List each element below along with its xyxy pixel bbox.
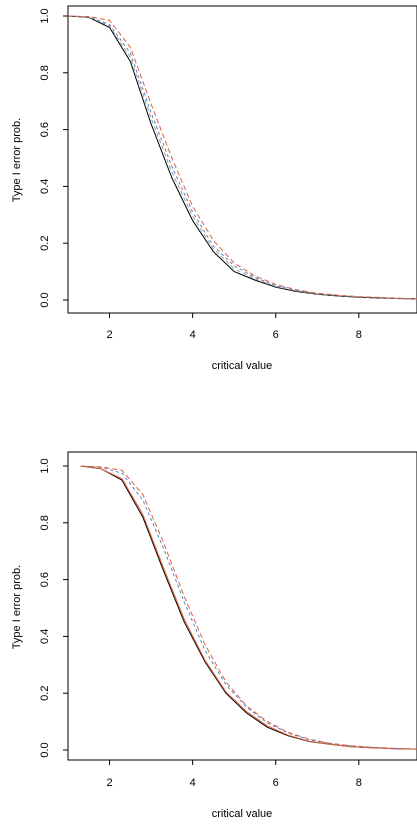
series-line-top-1	[67, 15, 417, 300]
chart-panel-bottom: 2 4 6 8 0.0 0.2 0.4 0.6 0.8 1.0 critical value T…	[11, 451, 417, 820]
x-axis-title-top: critical value	[212, 360, 273, 372]
series-line-top-2	[67, 15, 417, 300]
x-tick-label-top: 8	[356, 329, 362, 341]
chart-panel-top: 2 4 6 8 0.0 0.2 0.4 0.6 0.8 1.0 critical value T…	[11, 5, 417, 372]
series-line-top-4	[67, 15, 417, 300]
y-tick-label-bottom: 0.8	[39, 515, 51, 530]
y-tick-label-bottom: 0.0	[39, 742, 51, 757]
y-tick-label-top: 1.0	[39, 8, 51, 23]
plot-frame-bottom	[67, 451, 417, 761]
y-tick-label-top: 0.2	[39, 236, 51, 251]
y-tick-label-top: 0.4	[39, 179, 51, 194]
plot-frame-top	[67, 5, 417, 314]
y-tick-label-bottom: 1.0	[39, 458, 51, 473]
series-line-bottom-4	[80, 465, 417, 750]
y-tick-label-bottom: 0.2	[39, 686, 51, 701]
x-tick-label-bottom: 2	[106, 777, 112, 789]
x-tick-label-top: 2	[106, 329, 112, 341]
series-layer-top	[67, 15, 417, 300]
series-line-bottom-3	[80, 465, 417, 750]
y-axis-ticks-bottom: 0.0 0.2 0.4 0.6 0.8 1.0	[39, 458, 68, 758]
x-tick-label-bottom: 4	[190, 777, 196, 789]
x-axis-ticks-bottom: 2 4 6 8	[106, 760, 362, 789]
y-axis-title-top: Type I error prob.	[11, 118, 23, 202]
x-tick-label-bottom: 8	[356, 777, 362, 789]
series-layer-bottom	[80, 465, 417, 750]
y-tick-label-top: 0.0	[39, 292, 51, 307]
x-tick-label-top: 6	[273, 329, 279, 341]
y-tick-label-top: 0.6	[39, 122, 51, 137]
series-line-top-3	[67, 15, 417, 300]
y-tick-label-top: 0.8	[39, 65, 51, 80]
x-tick-label-top: 4	[190, 329, 196, 341]
series-line-bottom-1	[80, 465, 417, 750]
series-line-bottom-2	[80, 465, 417, 750]
x-axis-title-bottom: critical value	[212, 808, 273, 820]
y-tick-label-bottom: 0.6	[39, 572, 51, 587]
x-tick-label-bottom: 6	[273, 777, 279, 789]
y-axis-title-bottom: Type I error prob.	[11, 565, 23, 649]
y-tick-label-bottom: 0.4	[39, 629, 51, 644]
x-axis-ticks-top: 2 4 6 8	[106, 313, 362, 341]
y-axis-ticks-top: 0.0 0.2 0.4 0.6 0.8 1.0	[39, 8, 68, 308]
